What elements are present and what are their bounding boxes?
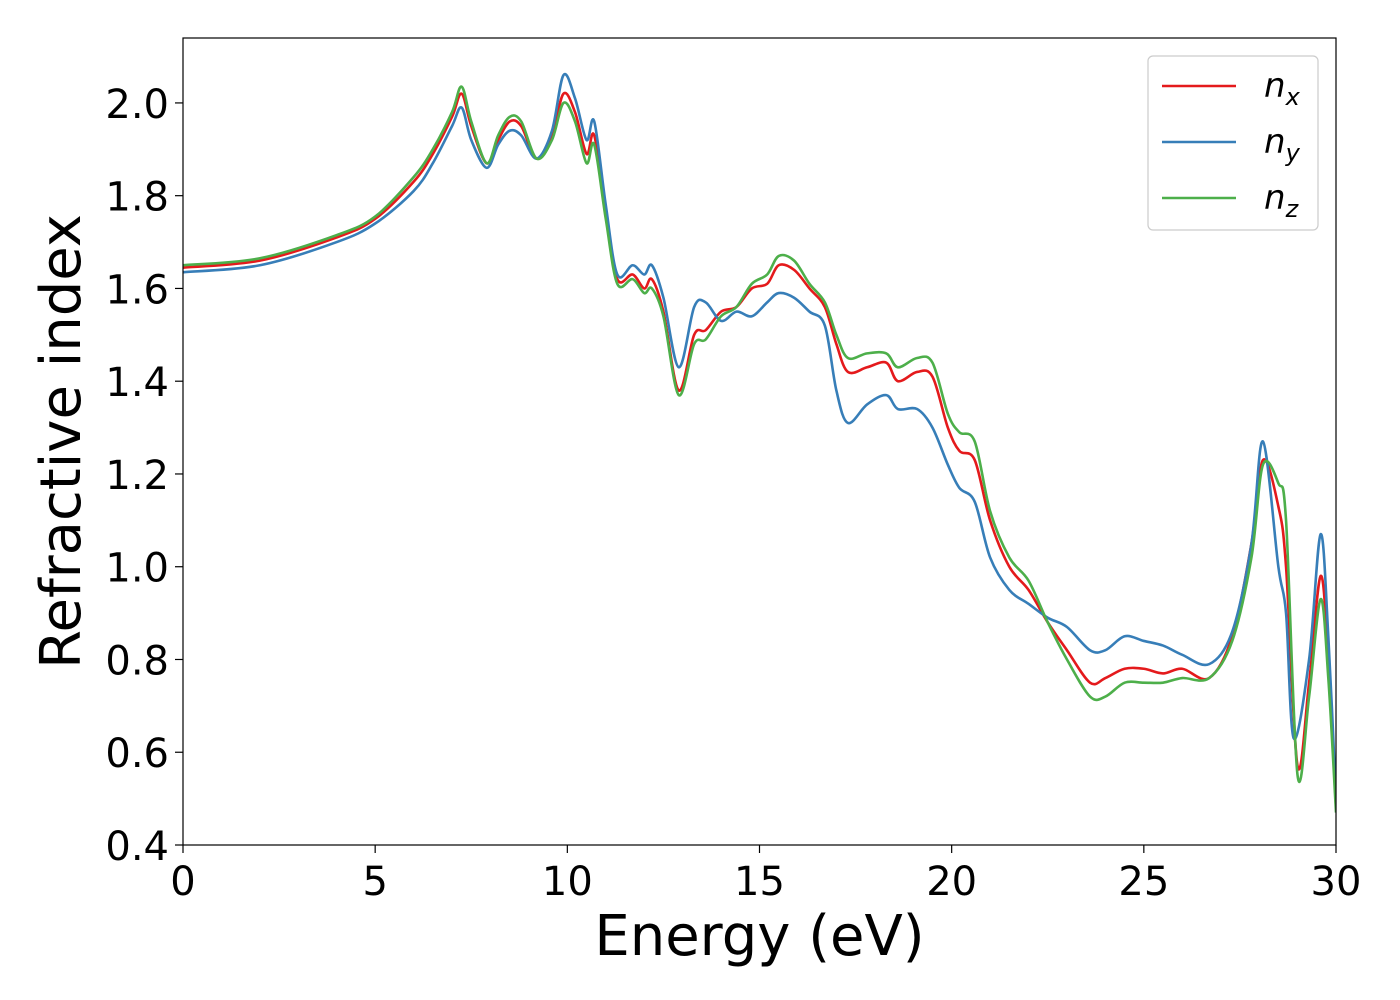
x-tick-label: 30 <box>1311 859 1362 905</box>
legend-label-ny: ny <box>1264 122 1301 167</box>
y-tick-label: 2.0 <box>105 82 169 128</box>
x-tick-label: 15 <box>734 859 785 905</box>
y-tick-label: 1.4 <box>105 360 169 406</box>
y-tick-label: 0.6 <box>105 731 169 777</box>
y-axis-ticks: 0.4 0.6 0.8 1.0 1.2 1.4 1.6 1.8 2.0 <box>105 82 183 870</box>
legend-label-nx: nx <box>1264 66 1301 111</box>
x-tick-label: 5 <box>362 859 387 905</box>
y-tick-label: 1.8 <box>105 175 169 221</box>
series-line-ny <box>183 72 1336 799</box>
x-tick-label: 0 <box>170 859 195 905</box>
y-tick-label: 1.0 <box>105 546 169 592</box>
series-line-nz <box>183 85 1336 813</box>
x-tick-label: 25 <box>1118 859 1169 905</box>
y-tick-label: 0.8 <box>105 638 169 684</box>
y-axis-title: Refractive index <box>29 214 94 669</box>
y-tick-label: 1.2 <box>105 453 169 499</box>
x-axis-title: Energy (eV) <box>594 904 924 969</box>
y-tick-label: 1.6 <box>105 267 169 313</box>
x-tick-label: 10 <box>542 859 593 905</box>
series-line-nx <box>183 91 1336 808</box>
legend: nx ny nz <box>1147 55 1319 231</box>
legend-label-nz: nz <box>1264 178 1300 223</box>
y-tick-label: 0.4 <box>105 824 169 870</box>
x-axis-ticks: 0 5 10 15 20 25 30 <box>170 845 1361 905</box>
x-tick-label: 20 <box>926 859 977 905</box>
series-lines <box>183 72 1336 813</box>
